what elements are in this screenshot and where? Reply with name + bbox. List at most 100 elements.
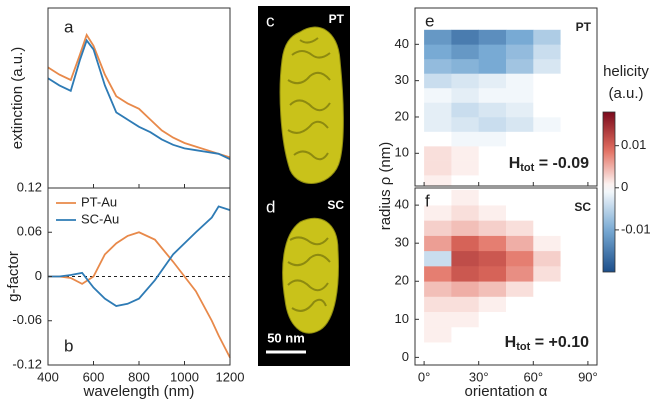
heatmap-cell — [451, 205, 479, 221]
heatmap-cell — [506, 73, 534, 89]
heatmap-cell — [506, 175, 534, 186]
heatmap-cell — [451, 175, 479, 186]
y-tick-label: 30 — [395, 235, 409, 250]
heatmap-cell — [560, 189, 589, 206]
colorbar-tick-label: -0.01 — [621, 221, 651, 236]
panel-letter: e — [425, 11, 434, 30]
heatmap-cell — [506, 250, 534, 267]
panel-letter: a — [64, 17, 74, 36]
heatmap-cell — [478, 160, 507, 176]
y-axis-label: radius ρ (nm) — [377, 142, 394, 231]
panel-tag: SC — [327, 198, 344, 212]
heatmap-cell — [533, 102, 561, 118]
heatmap-cell — [506, 220, 534, 236]
heatmap-cell — [478, 266, 507, 282]
heatmap-cell — [560, 266, 589, 282]
heatmap-cell — [478, 311, 507, 328]
heatmap-cell — [533, 205, 561, 221]
y-tick-label: 0.06 — [17, 224, 42, 239]
heatmap-cell — [506, 281, 534, 297]
heatmap-cell — [506, 116, 534, 132]
heatmap-cell — [424, 73, 452, 89]
heatmap-cell — [478, 220, 507, 236]
heatmap-cell — [424, 116, 452, 132]
heatmap-cell — [533, 116, 561, 132]
heatmap-cell — [424, 131, 452, 147]
heatmap-cell — [533, 281, 561, 297]
series-line — [47, 38, 231, 161]
y-tick-label: -0.12 — [12, 356, 42, 371]
heatmap-cell — [533, 175, 561, 186]
heatmap-cell — [478, 281, 507, 297]
heatmap-cell — [560, 205, 589, 221]
panel-letter: f — [425, 191, 430, 210]
heatmap-cell — [451, 160, 479, 176]
colorbar-label: helicity — [603, 63, 649, 80]
heatmap-cell — [451, 73, 479, 89]
annotation-text: = -0.09 — [534, 155, 589, 172]
x-tick-label: 400 — [37, 369, 59, 384]
x-tick-label: 30° — [469, 369, 489, 384]
heatmap-cell — [451, 131, 479, 147]
y-tick-label: -0.06 — [12, 312, 42, 327]
annotation: Htot = -0.09 — [509, 155, 589, 174]
heatmap-cell — [478, 175, 507, 186]
heatmap-cell — [506, 342, 534, 358]
heatmap-cell — [560, 250, 589, 267]
heatmap-cells — [424, 29, 589, 186]
heatmap-cells — [424, 189, 589, 358]
heatmap-cell — [478, 235, 507, 252]
heatmap-cell — [506, 44, 534, 60]
heatmap-cell — [506, 146, 534, 161]
y-tick-label: 0.12 — [17, 179, 42, 194]
heatmap-cell — [506, 311, 534, 328]
heatmap-cell — [533, 44, 561, 60]
heatmap-cell — [533, 220, 561, 236]
heatmap-cell — [560, 116, 589, 132]
legend-label: SC-Au — [81, 211, 119, 226]
panel-letter: b — [64, 336, 73, 355]
y-tick-label: 30 — [395, 72, 409, 87]
plot-frame — [414, 187, 598, 366]
particle-bottom — [282, 217, 339, 334]
heatmap-cell — [533, 326, 561, 343]
heatmap-cell — [478, 102, 507, 118]
legend-label: PT-Au — [81, 194, 117, 209]
x-tick-label: 1200 — [216, 369, 245, 384]
y-tick-label: 10 — [395, 145, 409, 160]
heatmap-cell — [451, 342, 479, 358]
heatmap-cell — [478, 73, 507, 89]
series-line — [47, 32, 231, 159]
heatmap-cell — [424, 146, 452, 161]
x-tick-label: 800 — [128, 369, 150, 384]
heatmap-cell — [506, 87, 534, 103]
annotation-symbol: H — [505, 334, 517, 351]
heatmap-cell — [560, 160, 589, 176]
heatmap-cell — [424, 342, 452, 358]
heatmap-cell — [533, 189, 561, 206]
heatmap-cell — [451, 58, 479, 74]
heatmap-cell — [424, 311, 452, 328]
heatmap-cell — [424, 29, 452, 45]
y-tick-label: 20 — [395, 273, 409, 288]
heatmap-cell — [478, 146, 507, 161]
heatmap-cell — [478, 58, 507, 74]
heatmap-cell — [451, 296, 479, 313]
heatmap-cell — [533, 73, 561, 89]
heatmap-cell — [560, 58, 589, 74]
heatmap-cell — [560, 29, 589, 45]
heatmap-cell — [424, 326, 452, 343]
heatmap-cell — [533, 235, 561, 252]
y-tick-label: 20 — [395, 108, 409, 123]
heatmap-cell — [506, 29, 534, 45]
heatmap-cell — [478, 342, 507, 358]
heatmap-cell — [533, 131, 561, 147]
scale-label: 50 nm — [267, 330, 305, 345]
heatmap-cell — [451, 250, 479, 267]
x-tick-label: 60° — [523, 369, 543, 384]
heatmap-cell — [478, 131, 507, 147]
heatmap-cell — [560, 44, 589, 60]
heatmap-cell — [560, 102, 589, 118]
heatmap-cell — [560, 281, 589, 297]
